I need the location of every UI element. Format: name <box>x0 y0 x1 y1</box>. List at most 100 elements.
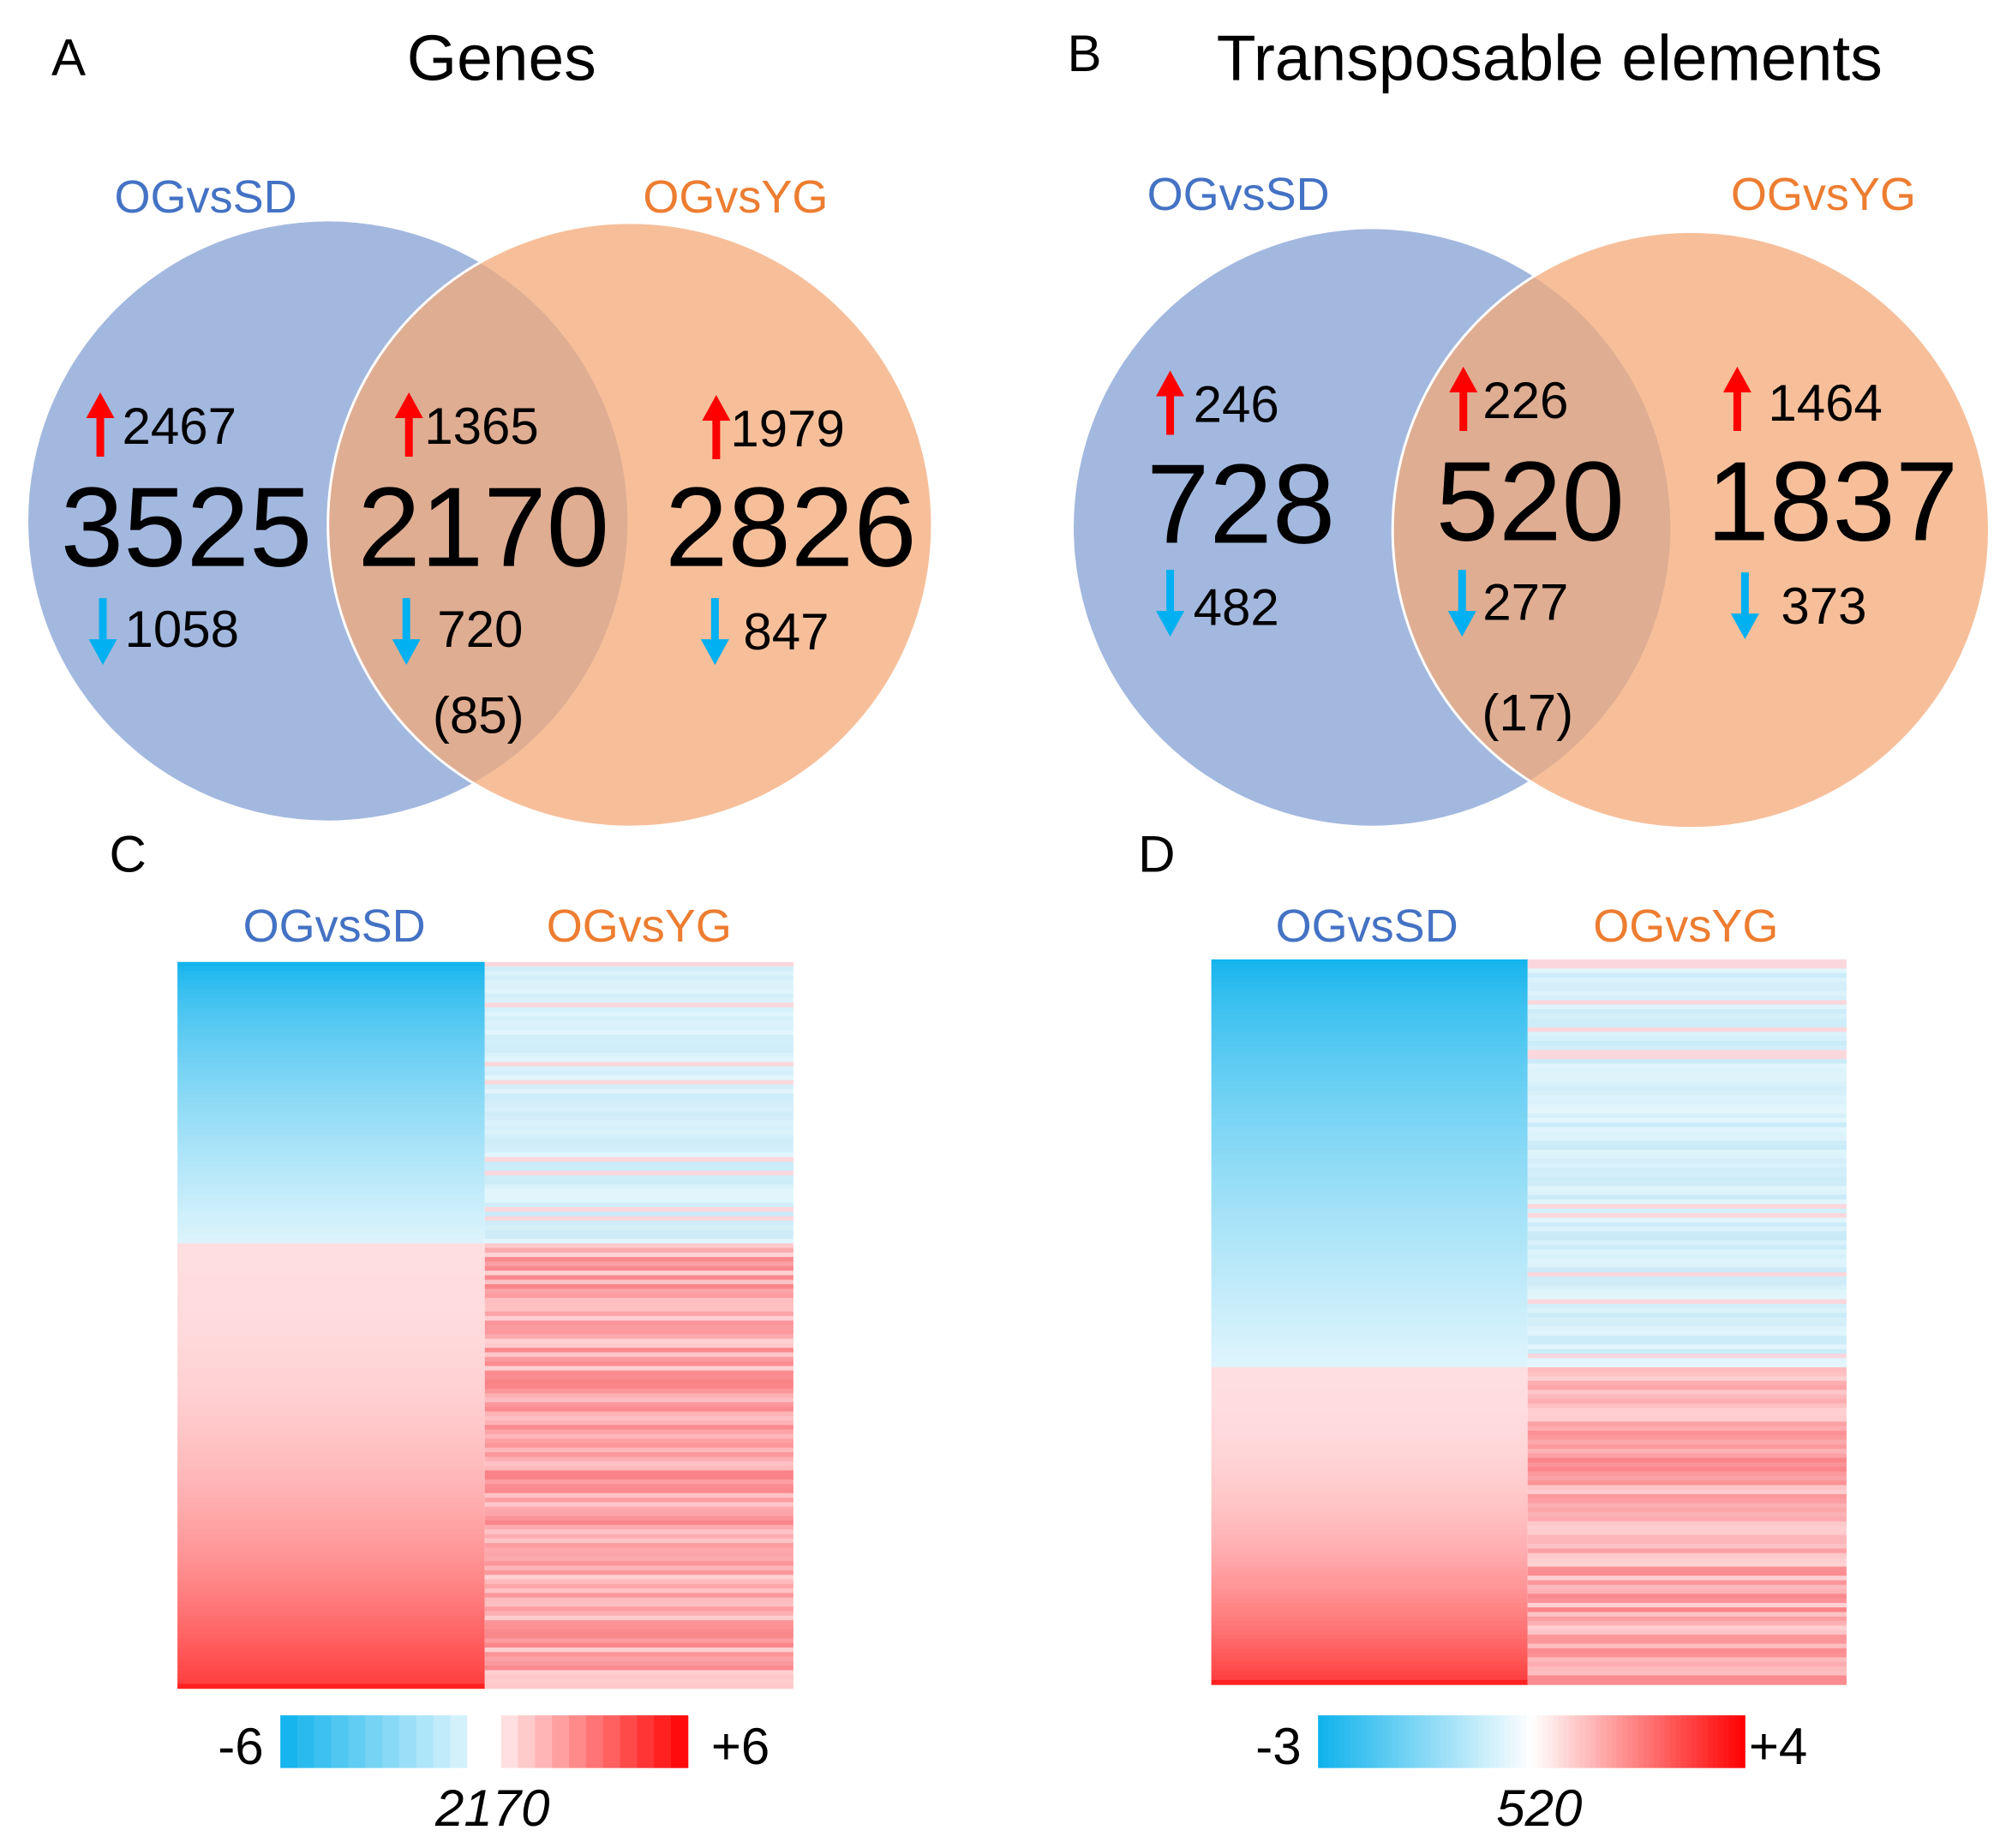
color-scale-step <box>1419 1715 1426 1768</box>
heatmap-cell-ogvssd <box>1211 986 1528 992</box>
color-scale-step <box>552 1715 570 1768</box>
heatmap-cell-ogvsyg <box>1527 1372 1847 1378</box>
heatmap-cell-ogvssd <box>1211 968 1528 974</box>
heatmap-cell-ogvssd <box>1211 1457 1528 1463</box>
heatmap-cell-ogvsyg <box>484 1425 793 1431</box>
color-scale-step <box>1692 1715 1698 1768</box>
heatmap-cell-ogvsyg <box>484 975 793 981</box>
heatmap-cell-ogvssd <box>177 1129 485 1135</box>
heatmap-cell-ogvsyg <box>484 1030 793 1036</box>
heatmap-cell-ogvssd <box>177 1066 485 1072</box>
heatmap-cell-ogvsyg <box>484 1129 793 1135</box>
color-scale-step <box>620 1715 638 1768</box>
heatmap-cell-ogvsyg <box>484 1634 793 1639</box>
heatmap-cell-ogvssd <box>1211 1653 1528 1658</box>
heatmap-cell-ogvsyg <box>484 1066 793 1072</box>
heatmap-cell-ogvsyg <box>484 1012 793 1017</box>
color-scale-step <box>1536 1715 1543 1768</box>
color-scale-step <box>1355 1715 1362 1768</box>
heatmap-cell-ogvssd <box>177 1652 485 1658</box>
heatmap-cell-ogvsyg <box>484 1516 793 1522</box>
heatmap-cell-ogvsyg <box>1527 1091 1847 1097</box>
heatmap-cell-ogvssd <box>177 1583 485 1589</box>
heatmap-cell-ogvsyg <box>484 1107 793 1113</box>
heatmap-cell-ogvssd <box>1211 1271 1528 1277</box>
color-scale-step <box>1670 1715 1676 1768</box>
heatmap-cell-ogvsyg <box>1527 1149 1847 1155</box>
heatmap-cell-ogvsyg <box>1527 1040 1847 1046</box>
heatmap-cell-ogvsyg <box>484 1115 793 1121</box>
heatmap-cell-ogvssd <box>1211 1648 1528 1654</box>
heatmap-cell-ogvsyg <box>1527 1616 1847 1622</box>
heatmap-cell-ogvsyg <box>1527 1653 1847 1658</box>
heatmap-cell-ogvssd <box>1211 1194 1528 1200</box>
heatmap-cell-ogvssd <box>177 1161 485 1167</box>
heatmap-cell-ogvssd <box>177 1510 485 1516</box>
heatmap-cell-ogvssd <box>177 1601 485 1607</box>
overlap-discordant-count: (85) <box>433 687 524 745</box>
heatmap-cell-ogvssd <box>1211 1548 1528 1554</box>
heatmap-cell-ogvsyg <box>484 1148 793 1153</box>
color-scale-step <box>1590 1715 1596 1768</box>
color-scale-step <box>365 1715 383 1768</box>
heatmap-cell-ogvsyg <box>1527 1285 1847 1291</box>
heatmap-cell-ogvssd <box>177 1070 485 1076</box>
heatmap-cell-ogvsyg <box>484 1265 793 1271</box>
heatmap-cell-ogvssd <box>1211 1444 1528 1450</box>
color-scale-step <box>398 1715 417 1768</box>
heatmap-cell-ogvssd <box>177 1307 485 1313</box>
heatmap-cell-ogvssd <box>177 1289 485 1295</box>
heatmap-cell-ogvsyg <box>1527 1607 1847 1613</box>
color-scale-step <box>331 1715 349 1768</box>
heatmap-cell-ogvssd <box>177 984 485 990</box>
heatmap-cell-ogvsyg <box>1527 1643 1847 1649</box>
heatmap-cell-ogvssd <box>177 1543 485 1548</box>
heatmap-cell-ogvsyg <box>1527 1199 1847 1205</box>
heatmap-cell-ogvsyg <box>484 1234 793 1240</box>
heatmap-cell-ogvssd <box>177 1474 485 1480</box>
heatmap-cell-ogvssd <box>177 1211 485 1217</box>
heatmap-cell-ogvssd <box>1211 1639 1528 1645</box>
heatmap-cell-ogvssd <box>1211 1231 1528 1237</box>
heatmap-cell-ogvsyg <box>484 1180 793 1186</box>
heatmap-cell-ogvssd <box>1211 1091 1528 1097</box>
heatmap-cell-ogvsyg <box>484 1202 793 1208</box>
heatmap-cell-ogvsyg <box>484 1438 793 1444</box>
heatmap-cell-ogvsyg <box>1527 1271 1847 1277</box>
heatmap-cell-ogvsyg <box>484 1243 793 1249</box>
heatmap-cell-ogvssd <box>177 1366 485 1372</box>
arrow-up-icon <box>86 392 115 458</box>
heatmap-cell-ogvssd <box>1211 1186 1528 1192</box>
heatmap-cell-ogvssd <box>1211 1439 1528 1445</box>
heatmap-cell-ogvsyg <box>1527 1462 1847 1468</box>
heatmap-cell-ogvssd <box>1211 1521 1528 1527</box>
panel-d-heatmap: D OGvsSD OGvsYG -3 +4 520 <box>1138 826 1847 1837</box>
heatmap-cell-ogvssd <box>1211 1040 1528 1046</box>
heatmap-cell-ogvsyg <box>1527 1018 1847 1024</box>
heatmap-cell-ogvssd <box>177 1402 485 1408</box>
heatmap-cell-ogvsyg <box>484 1684 793 1690</box>
heatmap-cell-ogvsyg <box>484 1575 793 1581</box>
heatmap-cell-ogvsyg <box>1527 1081 1847 1087</box>
heatmap-cell-ogvsyg <box>484 1629 793 1635</box>
heatmap-cell-ogvssd <box>1211 1335 1528 1341</box>
heatmap-cell-ogvssd <box>1211 1331 1528 1337</box>
arrow-down-icon <box>1156 570 1185 637</box>
color-scale-step <box>1584 1715 1591 1768</box>
heatmap-cell-ogvssd <box>177 1239 485 1244</box>
heatmap-cell-ogvssd <box>177 1343 485 1349</box>
heatmap-cell-ogvsyg <box>1527 1249 1847 1255</box>
heatmap-cell-ogvssd <box>177 1302 485 1308</box>
heatmap-cell-ogvsyg <box>484 1161 793 1167</box>
heatmap-cell-ogvssd <box>1211 1217 1528 1223</box>
heatmap-cell-ogvssd <box>177 1684 485 1690</box>
heatmap-cell-ogvsyg <box>484 1048 793 1054</box>
heatmap-cell-ogvssd <box>1211 1362 1528 1368</box>
set-label-ogvssd: OGvsSD <box>115 171 297 223</box>
heatmap-cell-ogvsyg <box>1527 1344 1847 1350</box>
heatmap-cell-ogvsyg <box>484 998 793 1004</box>
color-scale-step <box>1494 1715 1500 1768</box>
heatmap-cell-ogvsyg <box>484 966 793 972</box>
color-scale-step <box>1707 1715 1714 1768</box>
heatmap-cell-ogvsyg <box>1527 1385 1847 1390</box>
